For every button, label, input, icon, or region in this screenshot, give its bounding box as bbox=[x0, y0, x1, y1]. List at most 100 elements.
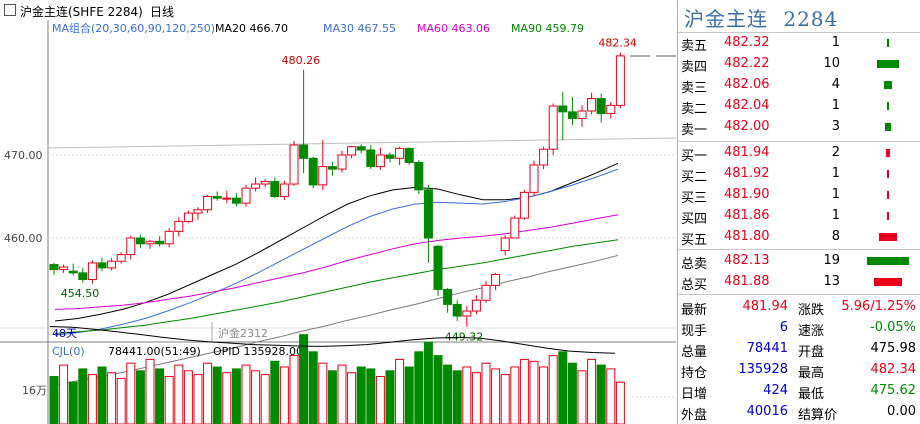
candle-body bbox=[87, 262, 97, 280]
stat-label: 最高 bbox=[798, 366, 825, 381]
candle-body bbox=[414, 161, 424, 191]
volume-bar bbox=[126, 362, 136, 424]
kline-chart[interactable]: 470.00 460.00 MA组合(20,30,60,90,120,250) MA2… bbox=[0, 20, 676, 424]
candle-body bbox=[222, 197, 232, 200]
separator bbox=[678, 294, 920, 295]
volume-bar bbox=[587, 358, 597, 424]
candle-body bbox=[164, 230, 174, 245]
volume-bar bbox=[174, 364, 184, 424]
price-axis-label: 460.00 bbox=[4, 232, 43, 245]
book-label: 卖一 bbox=[681, 123, 708, 138]
ask-row[interactable]: 卖五 482.32 1 bbox=[678, 33, 920, 54]
volume-bar bbox=[567, 362, 577, 424]
book-volume: 4 bbox=[831, 77, 840, 92]
book-volume-bar bbox=[884, 123, 892, 131]
book-label: 买三 bbox=[681, 191, 708, 206]
book-volume: 10 bbox=[823, 56, 840, 71]
volume-bar bbox=[145, 358, 155, 424]
bid-row[interactable]: 买五 481.80 8 bbox=[678, 227, 920, 248]
candle-body bbox=[78, 272, 88, 281]
candle-body bbox=[491, 274, 501, 286]
book-price: 481.80 bbox=[724, 229, 770, 244]
book-volume-bar bbox=[883, 81, 893, 89]
stat-value: 78441 bbox=[746, 341, 788, 356]
stat-row: 日增 424 最低 475.62 bbox=[678, 381, 920, 402]
candle-body bbox=[279, 183, 289, 198]
volume-bar bbox=[433, 355, 443, 424]
book-volume-bar bbox=[879, 233, 897, 241]
stat-value: 6 bbox=[779, 320, 788, 335]
book-volume-bar bbox=[886, 170, 890, 178]
volume-bar bbox=[471, 372, 481, 424]
candle-body bbox=[356, 146, 366, 151]
volume-bar bbox=[193, 374, 203, 424]
book-label: 总卖 bbox=[681, 257, 708, 272]
separator bbox=[678, 141, 920, 142]
candle-body bbox=[366, 149, 376, 168]
candle-body bbox=[183, 212, 193, 222]
book-price: 482.06 bbox=[724, 77, 770, 92]
total-row[interactable]: 总卖 482.13 19 bbox=[678, 251, 920, 272]
cjl-volume: 78441.00(51:49) bbox=[108, 345, 201, 358]
volume-bar bbox=[510, 366, 520, 424]
book-label: 总买 bbox=[681, 278, 708, 293]
candle-body bbox=[308, 157, 318, 186]
candle-body bbox=[126, 237, 136, 256]
book-volume-bar bbox=[886, 39, 890, 47]
candle-body bbox=[299, 144, 309, 159]
stat-row: 外盘 40016 结算价 0.00 bbox=[678, 402, 920, 423]
ask-row[interactable]: 卖一 482.00 3 bbox=[678, 117, 920, 138]
book-label: 卖二 bbox=[681, 102, 708, 117]
volume-bar bbox=[251, 370, 261, 424]
separator bbox=[678, 32, 920, 33]
ask-row[interactable]: 卖二 482.04 1 bbox=[678, 96, 920, 117]
bid-row[interactable]: 买三 481.90 1 bbox=[678, 185, 920, 206]
stat-value: 40016 bbox=[746, 404, 788, 419]
panel-title-code: 2284 bbox=[783, 7, 839, 31]
volume-bar bbox=[539, 366, 549, 424]
ma-legend-item: MA60 463.06 bbox=[417, 22, 490, 35]
candle-body bbox=[558, 105, 568, 113]
volume-bar bbox=[558, 351, 568, 424]
volume-bar bbox=[78, 368, 88, 424]
quote-panel: 沪金主连 2284 卖五 482.32 1 卖四 482.22 10 卖三 482.06 4 卖二… bbox=[677, 0, 920, 424]
book-price: 481.92 bbox=[724, 166, 770, 181]
volume-bar bbox=[519, 358, 529, 424]
candle-body bbox=[577, 110, 587, 119]
volume-bar bbox=[231, 368, 241, 424]
candle-body bbox=[97, 262, 107, 269]
book-label: 买二 bbox=[681, 170, 708, 185]
book-volume: 8 bbox=[831, 229, 840, 244]
stat-row: 最新 481.94 涨跌 5.96/1.25% bbox=[678, 297, 920, 318]
volume-bar bbox=[375, 376, 385, 424]
candle-body bbox=[270, 181, 280, 197]
bid-row[interactable]: 买二 481.92 1 bbox=[678, 164, 920, 185]
volume-bar bbox=[222, 372, 232, 424]
candle-body bbox=[251, 183, 261, 189]
book-price: 482.22 bbox=[724, 56, 770, 71]
stat-row: 持仓 135928 最高 482.34 bbox=[678, 360, 920, 381]
menu-icon[interactable] bbox=[4, 4, 16, 16]
book-label: 买四 bbox=[681, 212, 708, 227]
total-row[interactable]: 总买 481.88 13 bbox=[678, 272, 920, 293]
candle-body bbox=[443, 288, 453, 305]
stat-value: 424 bbox=[763, 383, 788, 398]
volume-bar bbox=[615, 381, 625, 424]
candle-body bbox=[68, 270, 78, 274]
candle-body bbox=[116, 254, 126, 262]
ask-row[interactable]: 卖四 482.22 10 bbox=[678, 54, 920, 75]
candle-body bbox=[135, 237, 145, 245]
book-price: 481.90 bbox=[724, 187, 770, 202]
stat-value: 135928 bbox=[738, 362, 788, 377]
volume-bar bbox=[260, 374, 270, 424]
volume-bar bbox=[279, 366, 289, 424]
ask-row[interactable]: 卖三 482.06 4 bbox=[678, 75, 920, 96]
volume-bar bbox=[155, 368, 165, 424]
bid-row[interactable]: 买四 481.86 1 bbox=[678, 206, 920, 227]
stat-label: 外盘 bbox=[681, 408, 708, 423]
bid-row[interactable]: 买一 481.94 2 bbox=[678, 143, 920, 164]
book-price: 482.13 bbox=[724, 253, 770, 268]
period-label[interactable]: 日线 bbox=[150, 5, 175, 19]
volume-bar bbox=[183, 370, 193, 424]
volume-bar bbox=[59, 364, 69, 424]
